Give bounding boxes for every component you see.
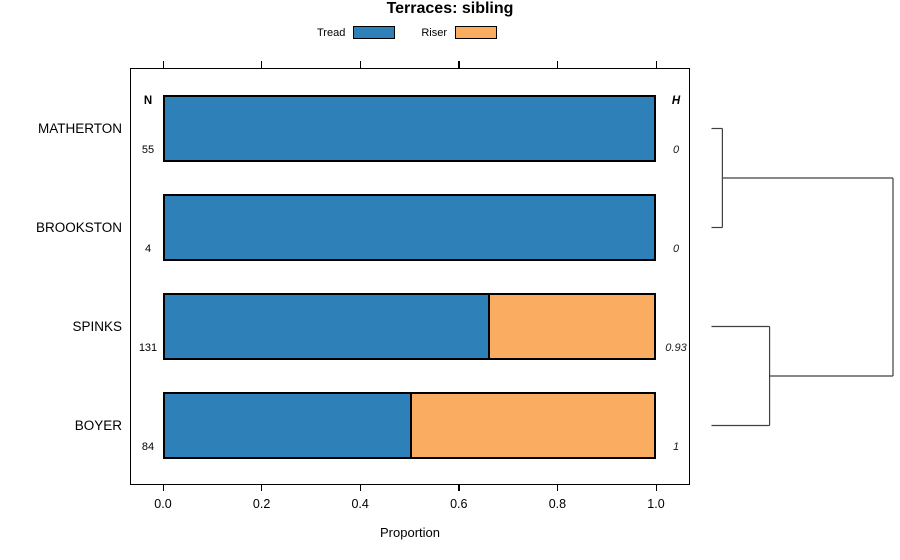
axis-tick-label: 0.4 — [351, 497, 369, 511]
h-value: 1 — [672, 441, 680, 453]
bar-segment-riser — [487, 295, 654, 358]
axis-tick — [162, 61, 164, 68]
axis-tick-label: 0.8 — [548, 497, 567, 511]
category-label: MATHERTON — [37, 120, 122, 136]
category-label: BROOKSTON — [35, 219, 122, 235]
bar-row — [163, 392, 656, 459]
axis-tick-label: 0.6 — [450, 497, 468, 511]
plot-panel — [130, 68, 690, 485]
axis-tick — [359, 484, 361, 491]
h-value: 0 — [672, 243, 680, 255]
axis-tick — [261, 61, 263, 68]
axis-tick-label: 1.0 — [647, 497, 665, 511]
axis-tick — [359, 61, 361, 68]
h-value: 0 — [672, 144, 680, 156]
category-label: BOYER — [74, 417, 122, 433]
axis-tick — [655, 484, 657, 491]
n-value: 131 — [138, 342, 158, 354]
legend-item-label: Riser — [421, 26, 447, 39]
legend-swatch-riser-icon — [455, 26, 497, 39]
bar-row — [163, 194, 656, 261]
legend-item-label: Tread — [317, 26, 346, 39]
n-column-header: N — [143, 95, 153, 107]
category-label: SPINKS — [72, 318, 122, 334]
legend-swatch-tread-icon — [353, 26, 396, 39]
axis-tick — [556, 484, 559, 491]
h-column-header: H — [671, 95, 681, 107]
axis-tick — [458, 61, 460, 68]
axis-tick — [261, 484, 263, 491]
legend-item: Riser — [421, 26, 497, 39]
bar-segment-tread — [165, 394, 410, 457]
bar-row — [163, 95, 656, 162]
bar-segment-tread — [165, 196, 654, 259]
x-axis-title: Proportion — [380, 525, 440, 540]
axis-tick — [655, 61, 657, 68]
axis-tick — [162, 484, 164, 491]
h-value: 0.93 — [665, 342, 687, 354]
bar-segment-tread — [165, 295, 488, 358]
legend: Tread Riser — [317, 26, 497, 39]
chart-title: Terraces: sibling — [386, 0, 514, 17]
legend-item: Tread — [317, 26, 396, 39]
bar-segment-riser — [409, 394, 654, 457]
axis-tick — [458, 484, 460, 491]
axis-tick-label: 0.2 — [252, 497, 271, 511]
bar-row — [163, 293, 656, 360]
axis-tick-label: 0.0 — [154, 497, 172, 511]
n-value: 84 — [141, 441, 155, 453]
n-value: 4 — [144, 243, 152, 255]
axis-tick — [556, 61, 559, 68]
n-value: 55 — [141, 144, 155, 156]
bar-segment-tread — [165, 97, 654, 160]
